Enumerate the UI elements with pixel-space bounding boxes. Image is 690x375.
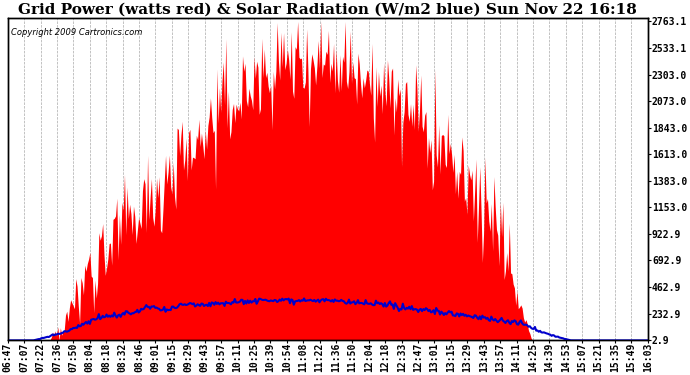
Text: Copyright 2009 Cartronics.com: Copyright 2009 Cartronics.com bbox=[11, 28, 142, 37]
Title: Grid Power (watts red) & Solar Radiation (W/m2 blue) Sun Nov 22 16:18: Grid Power (watts red) & Solar Radiation… bbox=[19, 3, 638, 17]
